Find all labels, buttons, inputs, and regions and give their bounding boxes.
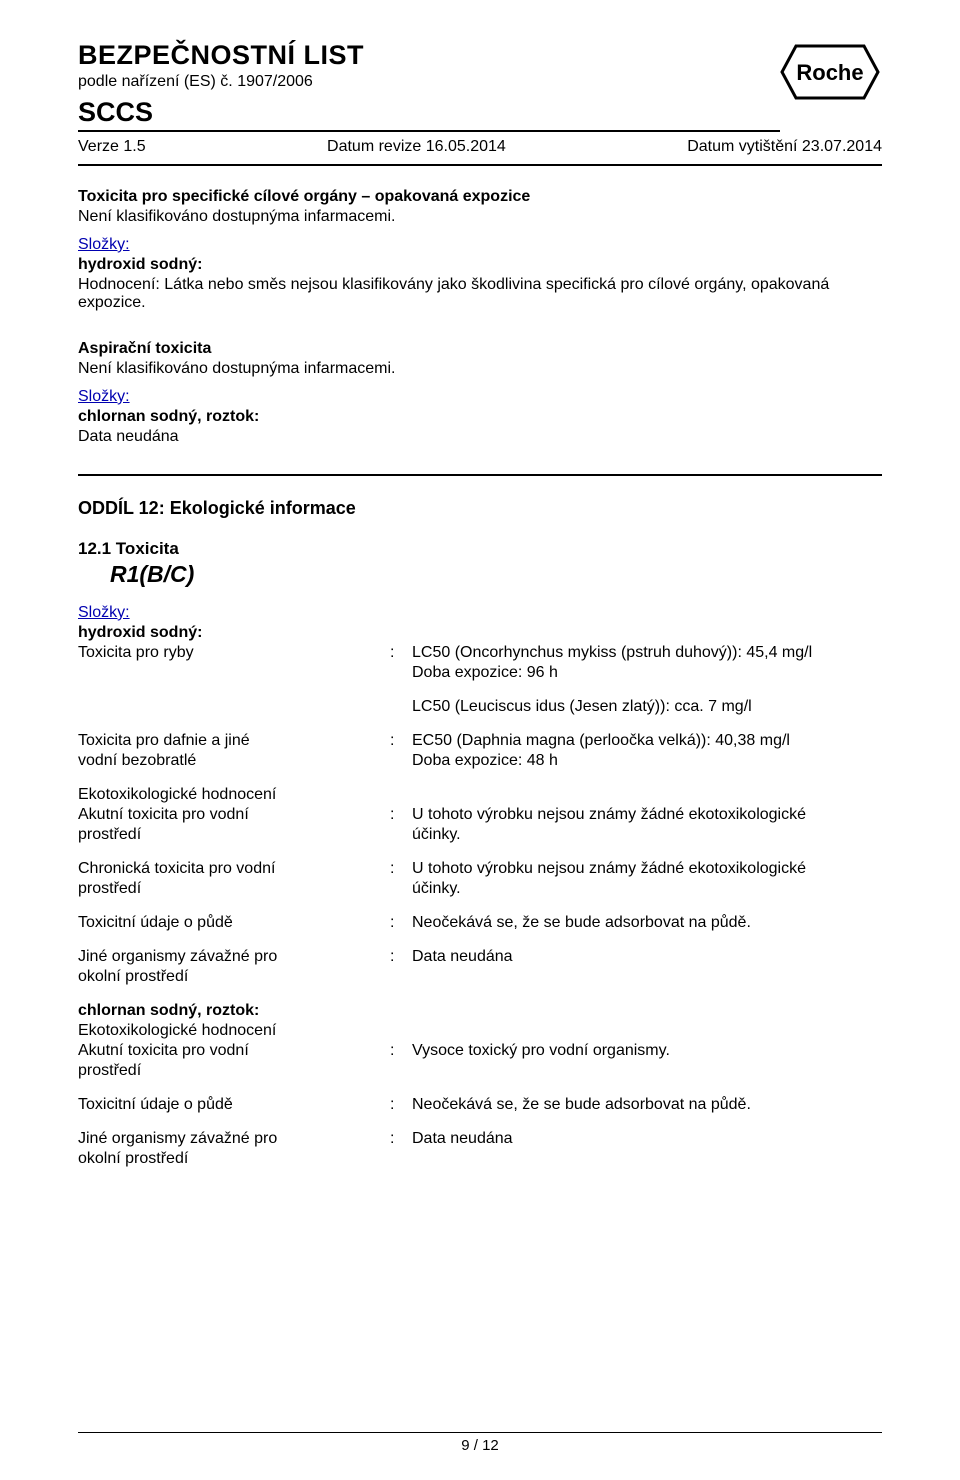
doc-title: BEZPEČNOSTNÍ LIST (78, 40, 780, 71)
component-name: chlornan sodný, roztok: (78, 408, 882, 426)
components-label: Složky: (78, 604, 882, 622)
key-other2-1: Jiné organismy závažné pro (78, 1130, 390, 1148)
key-chronic-1: Chronická toxicita pro vodní (78, 860, 390, 878)
tox-repeat-title: Toxicita pro specifické cílové orgány – … (78, 188, 882, 206)
aspiration-data: Data neudána (78, 428, 882, 446)
colon: : (390, 1042, 412, 1060)
print-date: Datum vytištění 23.07.2014 (687, 138, 882, 156)
val-fish-2: Doba expozice: 96 h (412, 664, 882, 682)
key-acute-1: Akutní toxicita pro vodní (78, 806, 390, 824)
key-daphnia-1: Toxicita pro dafnie a jiné (78, 732, 390, 750)
row-chronic-aquatic: Chronická toxicita pro vodní : U tohoto … (78, 860, 882, 898)
header: BEZPEČNOSTNÍ LIST podle nařízení (ES) č.… (78, 40, 882, 132)
components-label: Složky: (78, 388, 882, 406)
subsection-number: 12.1 Toxicita (78, 539, 882, 559)
key-soil: Toxicitní údaje o půdě (78, 914, 390, 932)
oddil12-title: ODDÍL 12: Ekologické informace (78, 498, 882, 519)
val-acute-1: U tohoto výrobku nejsou známy žádné ekot… (412, 806, 882, 824)
val-daphnia-2: Doba expozice: 48 h (412, 752, 882, 770)
key-acute2-1: Akutní toxicita pro vodní (78, 1042, 390, 1060)
row-soil-2: Toxicitní údaje o půdě : Neočekává se, ž… (78, 1096, 882, 1114)
key-other2-2: okolní prostředí (78, 1150, 390, 1168)
version: Verze 1.5 (78, 138, 146, 156)
row-fish-toxicity: Toxicita pro ryby : LC50 (Oncorhynchus m… (78, 644, 882, 716)
assessment-text: Hodnocení: Látka nebo směs nejsou klasif… (78, 276, 882, 312)
section-tox-repeat: Toxicita pro specifické cílové orgány – … (78, 188, 882, 312)
val-other2: Data neudána (412, 1130, 882, 1148)
val-fish-1: LC50 (Oncorhynchus mykiss (pstruh duhový… (412, 644, 882, 662)
key-daphnia-2: vodní bezobratlé (78, 752, 390, 770)
section-aspiration: Aspirační toxicita Není klasifikováno do… (78, 340, 882, 446)
ecotox-heading: Ekotoxikologické hodnocení (78, 1022, 882, 1040)
key-acute-2: prostředí (78, 826, 390, 844)
page: BEZPEČNOSTNÍ LIST podle nařízení (ES) č.… (0, 0, 960, 1480)
val-acute2: Vysoce toxický pro vodní organismy. (412, 1042, 882, 1060)
colon: : (390, 1130, 412, 1148)
doc-subtitle: podle nařízení (ES) č. 1907/2006 (78, 73, 780, 91)
aspiration-line: Není klasifikováno dostupnýma infarmacem… (78, 360, 882, 378)
key-soil: Toxicitní údaje o půdě (78, 1096, 390, 1114)
val-daphnia-1: EC50 (Daphnia magna (perloočka velká)): … (412, 732, 882, 750)
colon: : (390, 914, 412, 932)
val-chronic-1: U tohoto výrobku nejsou známy žádné ekot… (412, 860, 882, 878)
row-soil-1: Toxicitní údaje o půdě : Neočekává se, ž… (78, 914, 882, 932)
row-other-organisms-1: Jiné organismy závažné pro : Data neudán… (78, 948, 882, 986)
ecotox-table: Toxicita pro ryby : LC50 (Oncorhynchus m… (78, 644, 882, 1168)
row-daphnia-toxicity: Toxicita pro dafnie a jiné : EC50 (Daphn… (78, 732, 882, 770)
roche-logo: Roche (780, 44, 880, 100)
row-acute-aquatic: Akutní toxicita pro vodní : U tohoto výr… (78, 806, 882, 844)
val-soil: Neočekává se, že se bude adsorbovat na p… (412, 1096, 882, 1114)
revision-date: Datum revize 16.05.2014 (327, 138, 506, 156)
key-other-1: Jiné organismy závažné pro (78, 948, 390, 966)
header-left: BEZPEČNOSTNÍ LIST podle nařízení (ES) č.… (78, 40, 780, 132)
val-chronic-2: účinky. (412, 880, 882, 898)
key-other-2: okolní prostředí (78, 968, 390, 986)
page-number: 9 / 12 (78, 1432, 882, 1454)
key-fish: Toxicita pro ryby (78, 644, 390, 662)
val-other: Data neudána (412, 948, 882, 966)
colon: : (390, 806, 412, 824)
colon: : (390, 1096, 412, 1114)
aspiration-title: Aspirační toxicita (78, 340, 882, 358)
ecotox-heading: Ekotoxikologické hodnocení (78, 786, 882, 804)
key-acute2-2: prostředí (78, 1062, 390, 1080)
key-chronic-2: prostředí (78, 880, 390, 898)
colon: : (390, 732, 412, 750)
val-soil: Neočekává se, že se bude adsorbovat na p… (412, 914, 882, 932)
component-name: hydroxid sodný: (78, 624, 882, 642)
colon: : (390, 644, 412, 662)
logo-text: Roche (796, 60, 863, 85)
section-rule (78, 474, 882, 476)
component-name: chlornan sodný, roztok: (78, 1002, 882, 1020)
colon: : (390, 948, 412, 966)
row-other-organisms-2: Jiné organismy závažné pro : Data neudán… (78, 1130, 882, 1168)
component-name: hydroxid sodný: (78, 256, 882, 274)
r-label: R1(B/C) (110, 561, 882, 588)
meta-row: Verze 1.5 Datum revize 16.05.2014 Datum … (78, 138, 882, 166)
row-acute-aquatic-2: Akutní toxicita pro vodní : Vysoce toxic… (78, 1042, 882, 1080)
doc-code: SCCS (78, 97, 780, 132)
val-fish-3: LC50 (Leuciscus idus (Jesen zlatý)): cca… (412, 698, 882, 716)
tox-repeat-line: Není klasifikováno dostupnýma infarmacem… (78, 208, 882, 226)
components-label: Složky: (78, 236, 882, 254)
val-acute-2: účinky. (412, 826, 882, 844)
colon: : (390, 860, 412, 878)
